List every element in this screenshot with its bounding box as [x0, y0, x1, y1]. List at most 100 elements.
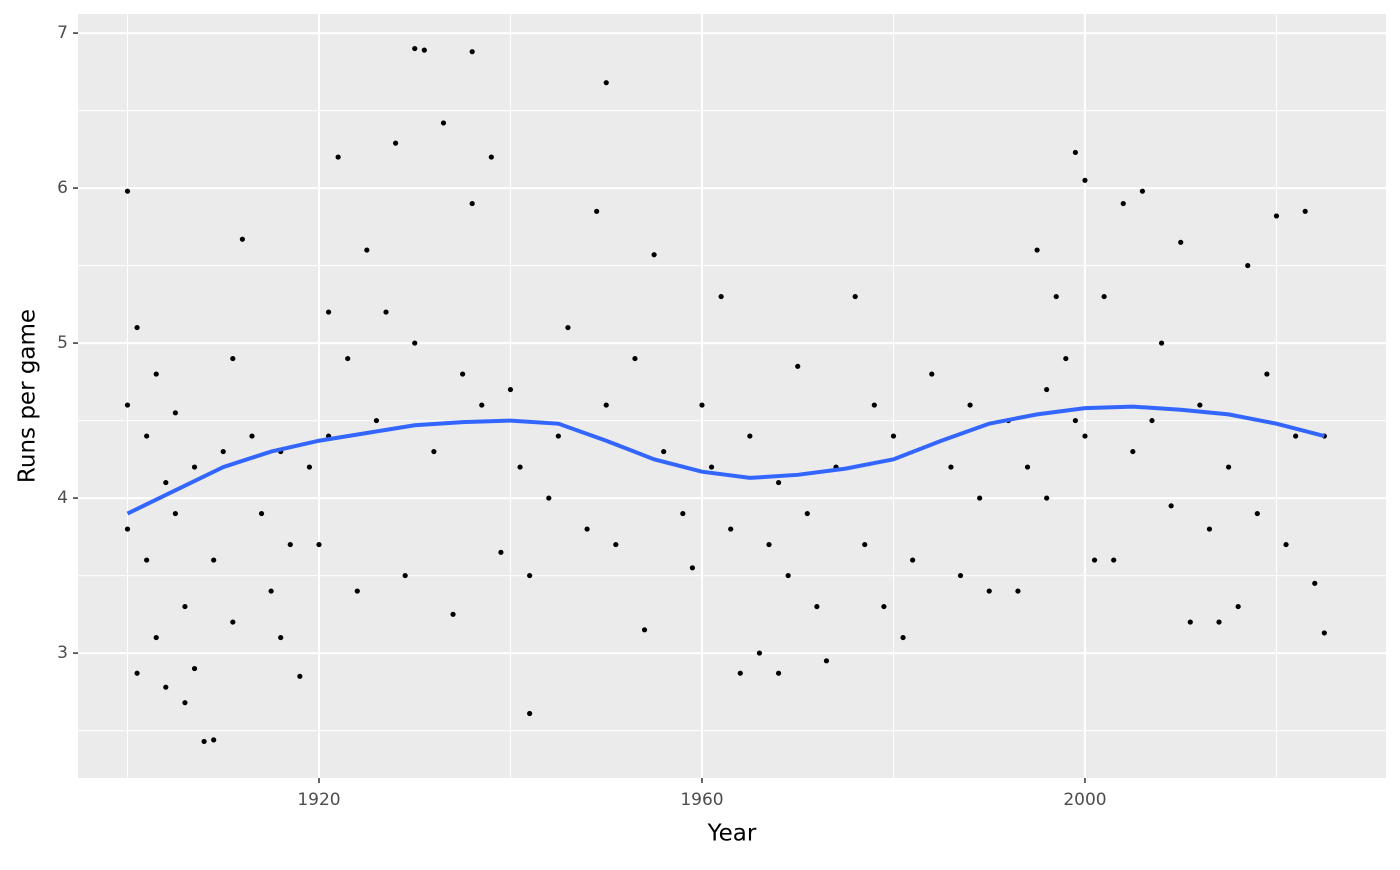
point [412, 340, 418, 346]
point [345, 355, 351, 362]
point [268, 588, 274, 594]
panel [78, 14, 1386, 778]
point [527, 710, 533, 717]
point [957, 572, 964, 579]
point [1216, 619, 1222, 625]
point [421, 47, 427, 53]
point [613, 541, 619, 548]
point [929, 371, 935, 377]
point [1321, 630, 1327, 636]
y-axis-title: Runs per game [15, 309, 41, 483]
point [278, 634, 284, 641]
point [804, 510, 810, 517]
point [967, 402, 973, 408]
point [977, 495, 983, 501]
point [498, 549, 504, 555]
point [383, 309, 389, 315]
point [699, 402, 705, 408]
point [297, 673, 303, 679]
point [594, 208, 600, 214]
point [316, 541, 322, 548]
point [603, 80, 609, 86]
point [584, 526, 590, 532]
point [1053, 293, 1059, 300]
point [1245, 262, 1251, 269]
point [239, 236, 245, 242]
point [651, 252, 657, 258]
x-axis-title: Year [707, 821, 757, 847]
point [249, 433, 255, 439]
point [775, 670, 782, 676]
point [392, 140, 399, 146]
point [632, 355, 638, 362]
point [258, 510, 265, 517]
point [144, 557, 150, 563]
point [1130, 448, 1136, 455]
point [603, 402, 609, 408]
point [153, 371, 159, 377]
point [737, 670, 743, 676]
point [124, 402, 131, 408]
point [1264, 371, 1270, 377]
point [182, 603, 188, 610]
point [1178, 239, 1184, 245]
point [469, 49, 475, 55]
point [211, 557, 217, 563]
point [1312, 580, 1318, 586]
point [1015, 588, 1021, 594]
point [153, 634, 159, 641]
point [756, 650, 763, 656]
point [211, 737, 217, 743]
point [144, 433, 150, 439]
point [862, 541, 868, 548]
y-tick-label: 3 [57, 643, 68, 663]
y-tick-label: 5 [57, 333, 68, 353]
point [450, 611, 456, 617]
point [1168, 503, 1174, 509]
point [134, 324, 140, 331]
point [1091, 557, 1098, 563]
point [775, 479, 782, 486]
point [1072, 417, 1078, 424]
point [335, 154, 341, 160]
point [1254, 510, 1260, 517]
point [1082, 177, 1088, 183]
point [871, 402, 877, 408]
point [1149, 417, 1155, 424]
point [718, 293, 724, 300]
point [1206, 526, 1213, 532]
point [182, 700, 188, 706]
point [910, 557, 916, 563]
point [172, 410, 178, 416]
point [220, 448, 226, 455]
point [1044, 495, 1050, 501]
y-tick-label: 6 [57, 178, 68, 198]
point [201, 738, 207, 745]
point [517, 464, 523, 470]
point [1034, 247, 1040, 253]
point [488, 154, 494, 160]
point [163, 479, 169, 486]
point [823, 658, 830, 664]
point [1072, 149, 1078, 156]
point [306, 464, 313, 470]
point [565, 324, 571, 331]
point [1063, 355, 1069, 362]
point [325, 309, 332, 315]
point [1024, 464, 1031, 470]
point [1273, 213, 1280, 219]
point [527, 572, 533, 579]
point [1101, 293, 1107, 300]
point [354, 588, 360, 594]
point [124, 188, 131, 194]
point [1158, 340, 1165, 346]
point [373, 417, 380, 424]
point [163, 684, 169, 690]
point [986, 588, 992, 594]
point [412, 45, 418, 52]
point [728, 526, 734, 532]
point [402, 572, 408, 579]
point [680, 510, 686, 517]
point [795, 363, 801, 369]
